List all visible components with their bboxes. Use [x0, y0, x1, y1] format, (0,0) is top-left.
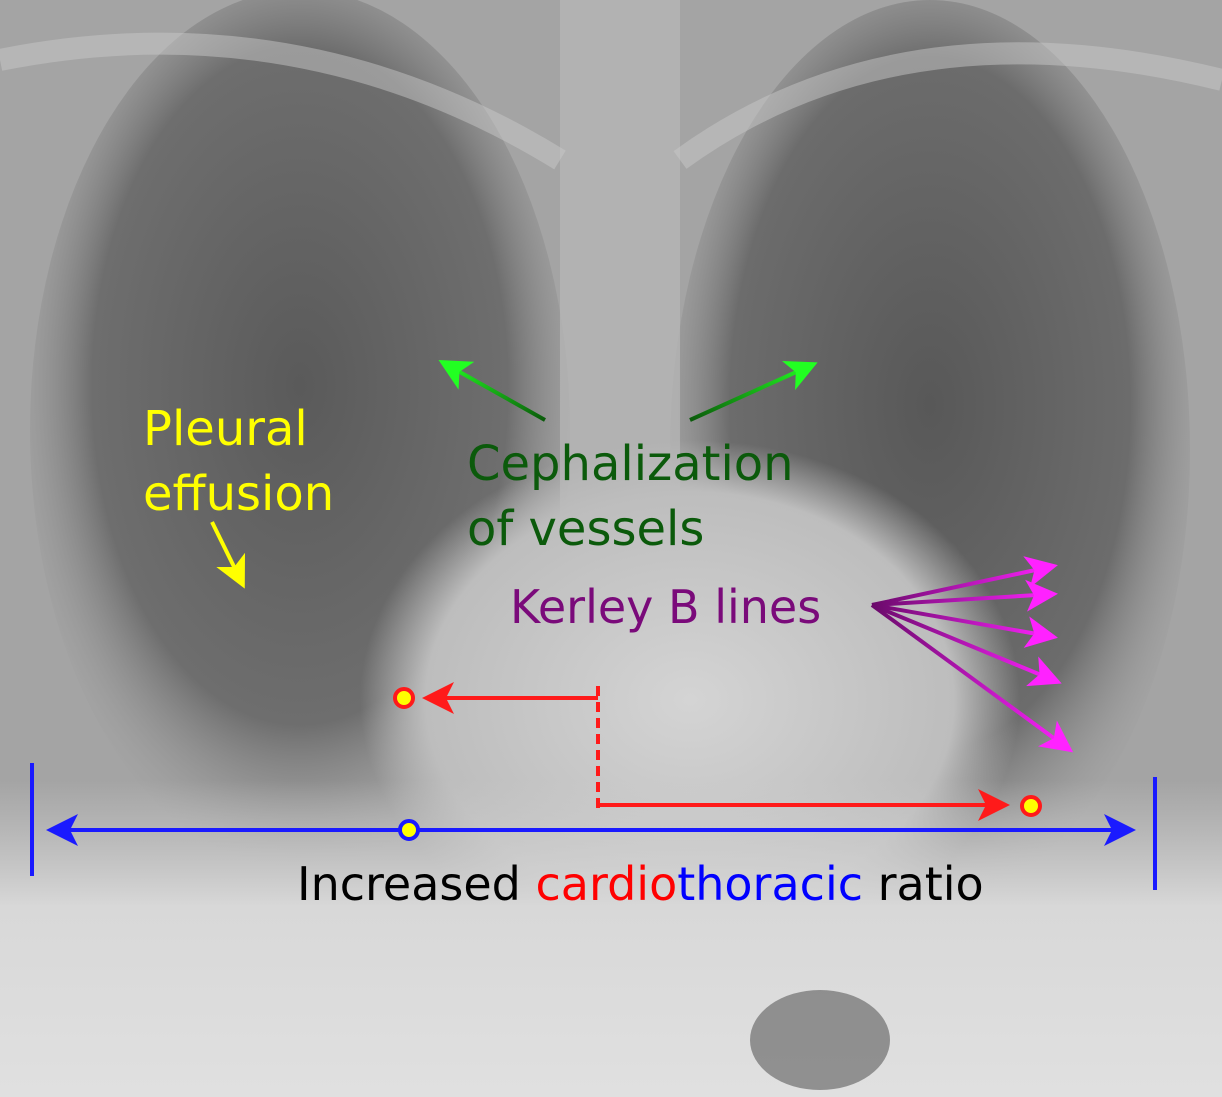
pleural-arrow: [210, 521, 245, 589]
kerley-arrow: [870, 603, 1074, 753]
ctr-label: Increased cardiothoracic ratio: [297, 857, 984, 911]
cephalization-arrow-left: [438, 360, 546, 422]
cephalization-label-line1: Cephalization: [467, 436, 794, 492]
kerley-arrow: [871, 603, 1062, 687]
cardiac-border-point-right: [393, 687, 415, 709]
ctr-word-thoracic: thoracic: [677, 857, 863, 911]
pleural-label-line2: effusion: [143, 466, 334, 522]
ctr-word-cardio: cardio: [536, 857, 678, 911]
diaphragm: [0, 780, 1222, 1097]
pleural-label-line1: Pleural: [143, 401, 308, 457]
thoracic-midpoint: [398, 819, 420, 841]
ctr-word-increased: Increased: [297, 857, 521, 911]
kerley-label: Kerley B lines: [510, 580, 821, 634]
cephalization-arrow-right: [689, 360, 818, 422]
kerley-arrows: [870, 556, 1074, 753]
cephalization-label-line2: of vessels: [467, 501, 704, 557]
ctr-word-ratio: ratio: [878, 857, 984, 911]
kerley-arrow: [871, 556, 1058, 607]
kerley-arrow: [871, 579, 1058, 612]
gastric-bubble: [750, 990, 890, 1090]
clavicles: [0, 32, 1222, 170]
kerley-arrow: [871, 603, 1058, 648]
cardiac-border-point-left: [1020, 795, 1042, 817]
